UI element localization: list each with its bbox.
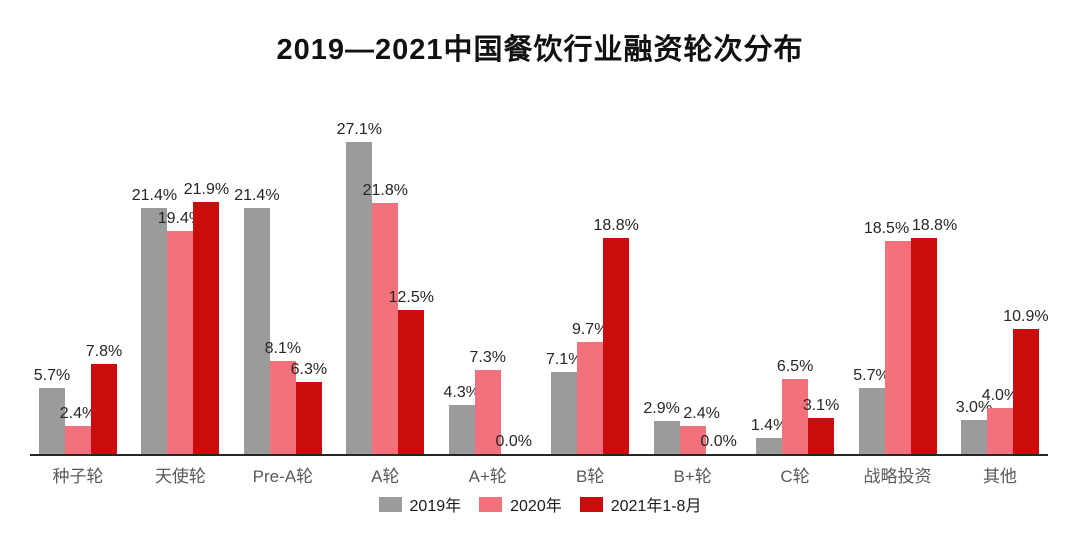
- x-axis-line: [30, 454, 1048, 456]
- value-label-0-series-0: 5.7%: [33, 367, 71, 385]
- bar-group-3: 27.1% 21.8% 12.5% A轮: [337, 114, 434, 486]
- bar-2-series-1: [269, 360, 296, 454]
- value-label-8-series-0: 5.7%: [853, 367, 890, 385]
- value-label-5-series-2: 18.8%: [593, 216, 639, 234]
- bar-7-series-1: [782, 379, 809, 454]
- bar-6-series-1: [679, 426, 706, 454]
- bar-7-series-0: [756, 437, 783, 454]
- value-label-1-series-0: 21.4%: [131, 186, 178, 204]
- bar-8-series-2: [910, 237, 937, 454]
- bar-group-8: 5.7% 18.5% 18.8% 战略投资: [853, 114, 957, 486]
- bar-group-1: 21.4% 19.4% 21.9% 天使轮: [132, 114, 229, 486]
- bar-0-series-1: [65, 426, 91, 454]
- value-label-9-series-0: 3.0%: [955, 398, 993, 416]
- value-label-5-series-1: 9.7%: [571, 321, 609, 339]
- bar-group-7: 1.4% 6.5% 3.1% C轮: [751, 114, 839, 486]
- bar-3-series-2: [398, 310, 425, 454]
- bar-6-series-0: [653, 420, 680, 454]
- category-label-5: B轮: [576, 467, 605, 486]
- category-label-6: B+轮: [673, 467, 712, 486]
- bar-group-4: 4.3% 7.3% 0.0% A+轮: [444, 114, 532, 486]
- value-label-4-series-0: 4.3%: [443, 383, 480, 401]
- bar-1-series-0: [141, 207, 168, 454]
- value-label-8-series-1: 18.5%: [863, 220, 910, 238]
- value-label-3-series-2: 12.5%: [388, 289, 434, 307]
- bar-4-series-0: [448, 404, 475, 454]
- category-label-1: 天使轮: [154, 467, 206, 486]
- bar-0-series-2: [91, 364, 117, 454]
- bar-0-series-0: [39, 388, 65, 454]
- legend-item-2019: 2019年: [378, 492, 462, 516]
- value-label-7-series-1: 6.5%: [776, 358, 814, 376]
- bar-8-series-1: [884, 241, 911, 454]
- category-label-7: C轮: [780, 467, 810, 486]
- bar-3-series-0: [346, 142, 373, 454]
- legend-label-2021: 2021年1-8月: [610, 498, 702, 515]
- legend-swatch-2021: [579, 496, 603, 512]
- value-label-2-series-1: 8.1%: [264, 339, 302, 357]
- bar-5-series-0: [551, 372, 578, 454]
- category-label-9: 其他: [982, 467, 1017, 486]
- category-label-4: A+轮: [468, 467, 507, 486]
- bar-group-2: 21.4% 8.1% 6.3% Pre-A轮: [234, 114, 327, 486]
- category-label-8: 战略投资: [863, 467, 932, 486]
- value-label-7-series-0: 1.4%: [750, 416, 788, 434]
- value-label-2-series-0: 21.4%: [234, 186, 280, 204]
- value-label-3-series-1: 21.8%: [362, 182, 408, 200]
- bar-8-series-0: [858, 388, 885, 454]
- value-label-1-series-1: 19.4%: [157, 209, 204, 227]
- category-label-3: A轮: [371, 467, 400, 486]
- value-label-5-series-0: 7.1%: [545, 351, 583, 369]
- bar-7-series-2: [808, 418, 835, 454]
- bar-2-series-2: [295, 381, 322, 454]
- chart-title: 2019—2021中国餐饮行业融资轮次分布: [276, 34, 804, 66]
- bar-group-6: 2.9% 2.4% 0.0% B+轮: [643, 114, 736, 486]
- value-label-3-series-0: 27.1%: [336, 121, 382, 139]
- bar-group-9: 3.0% 4.0% 10.9% 其他: [956, 114, 1049, 486]
- value-label-6-series-0: 2.9%: [643, 399, 680, 417]
- legend-swatch-2019: [378, 496, 402, 512]
- bar-3-series-1: [372, 203, 399, 454]
- bar-9-series-0: [960, 419, 987, 454]
- legend-label-2020: 2020年: [510, 498, 562, 515]
- value-label-9-series-2: 10.9%: [1003, 307, 1049, 325]
- bar-1-series-1: [167, 230, 194, 454]
- value-label-7-series-2: 3.1%: [802, 397, 840, 415]
- value-label-9-series-1: 4.0%: [981, 387, 1019, 404]
- bar-group-5: 7.1% 9.7% 18.8% B轮: [546, 114, 639, 486]
- value-label-6-series-2: 0.0%: [700, 433, 737, 450]
- legend-label-2019: 2019年: [409, 498, 462, 515]
- category-label-2: Pre-A轮: [252, 467, 314, 486]
- bar-groups: 5.7% 2.4% 7.8% 种子轮 21.4% 19.4% 21.9% 天使轮 21.4% 8.…: [34, 114, 1049, 486]
- value-label-0-series-2: 7.8%: [85, 343, 123, 361]
- bar-group-0: 5.7% 2.4% 7.8% 种子轮: [34, 114, 122, 486]
- bar-9-series-1: [986, 408, 1013, 454]
- value-label-2-series-2: 6.3%: [290, 360, 328, 378]
- category-label-0: 种子轮: [52, 467, 104, 486]
- value-label-0-series-1: 2.4%: [59, 405, 97, 423]
- value-label-4-series-2: 0.0%: [495, 433, 532, 450]
- value-label-4-series-1: 7.3%: [469, 349, 506, 366]
- bar-4-series-1: [474, 370, 501, 454]
- bar-5-series-1: [577, 342, 604, 454]
- value-label-1-series-2: 21.9%: [183, 181, 230, 199]
- legend-item-2021: 2021年1-8月: [579, 492, 702, 516]
- bar-2-series-0: [243, 207, 270, 454]
- bar-9-series-2: [1012, 328, 1039, 454]
- legend: 2019年 2020年 2021年1-8月: [0, 492, 1080, 516]
- value-label-8-series-2: 18.8%: [911, 216, 958, 234]
- bar-5-series-2: [603, 237, 630, 454]
- legend-item-2020: 2020年: [479, 492, 562, 516]
- legend-swatch-2020: [479, 496, 503, 512]
- value-label-6-series-1: 2.4%: [683, 405, 720, 423]
- bar-1-series-2: [193, 202, 220, 454]
